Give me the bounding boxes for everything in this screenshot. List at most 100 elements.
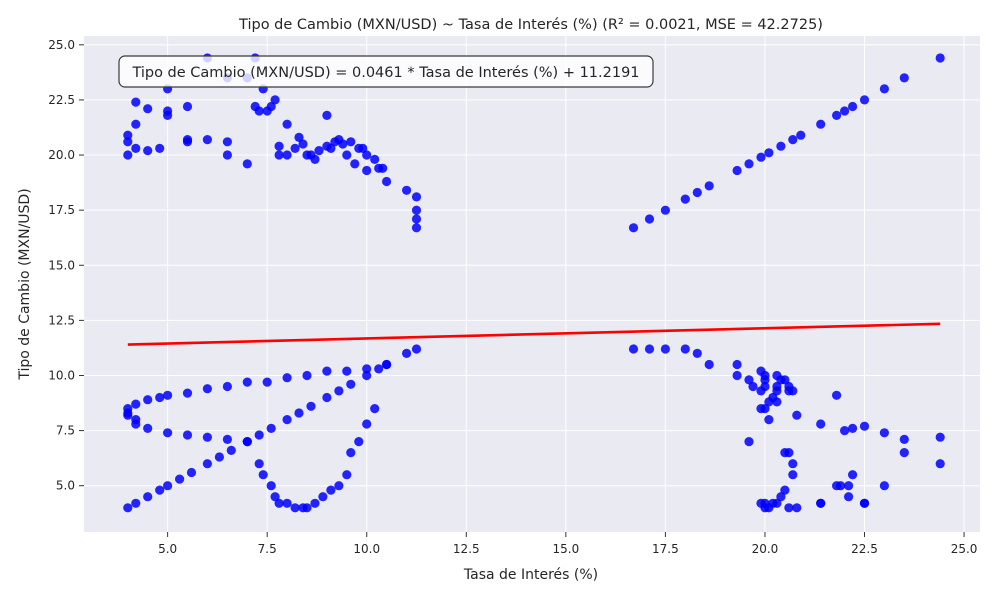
data-point [342,150,352,160]
data-point [346,379,356,389]
data-point [764,415,774,425]
data-point [780,485,790,495]
data-point [776,141,786,151]
data-point [143,492,153,502]
data-point [788,470,798,480]
data-point [182,430,193,440]
data-point [692,187,702,198]
data-point [744,159,754,169]
data-point [131,143,141,153]
data-point [143,395,153,405]
y-tick-label: 25.0 [48,38,75,52]
data-point [644,214,655,224]
data-point [788,386,798,396]
data-point [644,344,655,354]
y-tick-label: 7.5 [56,424,75,438]
data-point [362,364,372,374]
data-point [155,485,165,495]
x-tick-label: 20.0 [752,542,779,556]
data-point [143,104,153,114]
data-point [760,381,770,392]
data-point [346,137,356,147]
data-point [832,390,842,400]
data-point [772,381,782,392]
data-point [186,467,197,478]
data-point [628,344,639,354]
series-left-lower-arc [123,404,380,513]
data-point [680,344,690,354]
data-point [848,101,858,112]
data-point [274,150,284,160]
data-point [258,470,268,480]
data-point [840,106,850,116]
data-point [163,106,173,116]
data-point [879,428,890,438]
data-point [131,97,141,107]
data-point [302,503,312,513]
data-point [123,150,133,160]
data-point [660,344,671,354]
data-point [222,137,232,147]
data-point [262,377,272,387]
x-tick-label: 7.5 [258,542,277,556]
data-point [732,370,742,381]
data-point [776,492,786,502]
data-point [411,192,422,202]
data-point [163,390,173,400]
data-point [155,143,165,153]
data-point [350,159,360,169]
y-tick-label: 20.0 [48,148,75,162]
data-point [282,498,292,508]
data-point [131,119,141,129]
data-point [756,152,766,162]
data-point [310,154,320,164]
data-point [202,459,212,469]
data-point [840,426,850,436]
x-tick-label: 12.5 [453,542,480,556]
data-point [226,445,236,455]
data-point [163,481,173,491]
data-point [342,366,352,376]
data-point [362,165,372,176]
data-point [143,423,153,433]
data-point [935,53,945,63]
data-point [859,421,870,431]
data-point [844,492,854,502]
data-point [202,384,212,394]
data-point [772,498,782,508]
x-tick-label: 17.5 [652,542,679,556]
data-point [748,381,758,392]
data-point [294,132,304,142]
x-tick-label: 5.0 [158,542,177,556]
y-tick-label: 12.5 [48,313,75,327]
data-point [242,377,252,387]
data-point [266,423,276,433]
regression-layer [127,322,941,346]
data-point [270,492,280,502]
data-point [322,392,332,403]
data-point [788,135,798,145]
data-point [222,150,232,160]
x-axis-ticks: 5.0 7.5 10.0 12.5 15.0 17.5 20.0 22.5 25.0 [158,532,977,556]
data-point [411,223,422,233]
data-point [772,397,782,407]
data-point [222,434,232,444]
data-point [242,437,252,447]
data-point [732,359,742,370]
data-point [760,404,770,414]
data-point [704,181,714,191]
series-bottom-right-cluster [628,344,945,513]
data-point [899,448,909,458]
y-axis-ticks: 5.0 7.5 10.0 12.5 15.0 17.5 20.0 22.5 25.0 [48,38,84,493]
data-point [202,135,212,145]
data-point [628,223,639,233]
data-point [123,130,133,140]
data-point [131,399,141,409]
data-point [302,370,312,381]
data-point [318,492,328,502]
data-point [282,373,292,383]
data-point [214,452,224,462]
data-point [326,143,336,153]
data-point [780,375,790,385]
